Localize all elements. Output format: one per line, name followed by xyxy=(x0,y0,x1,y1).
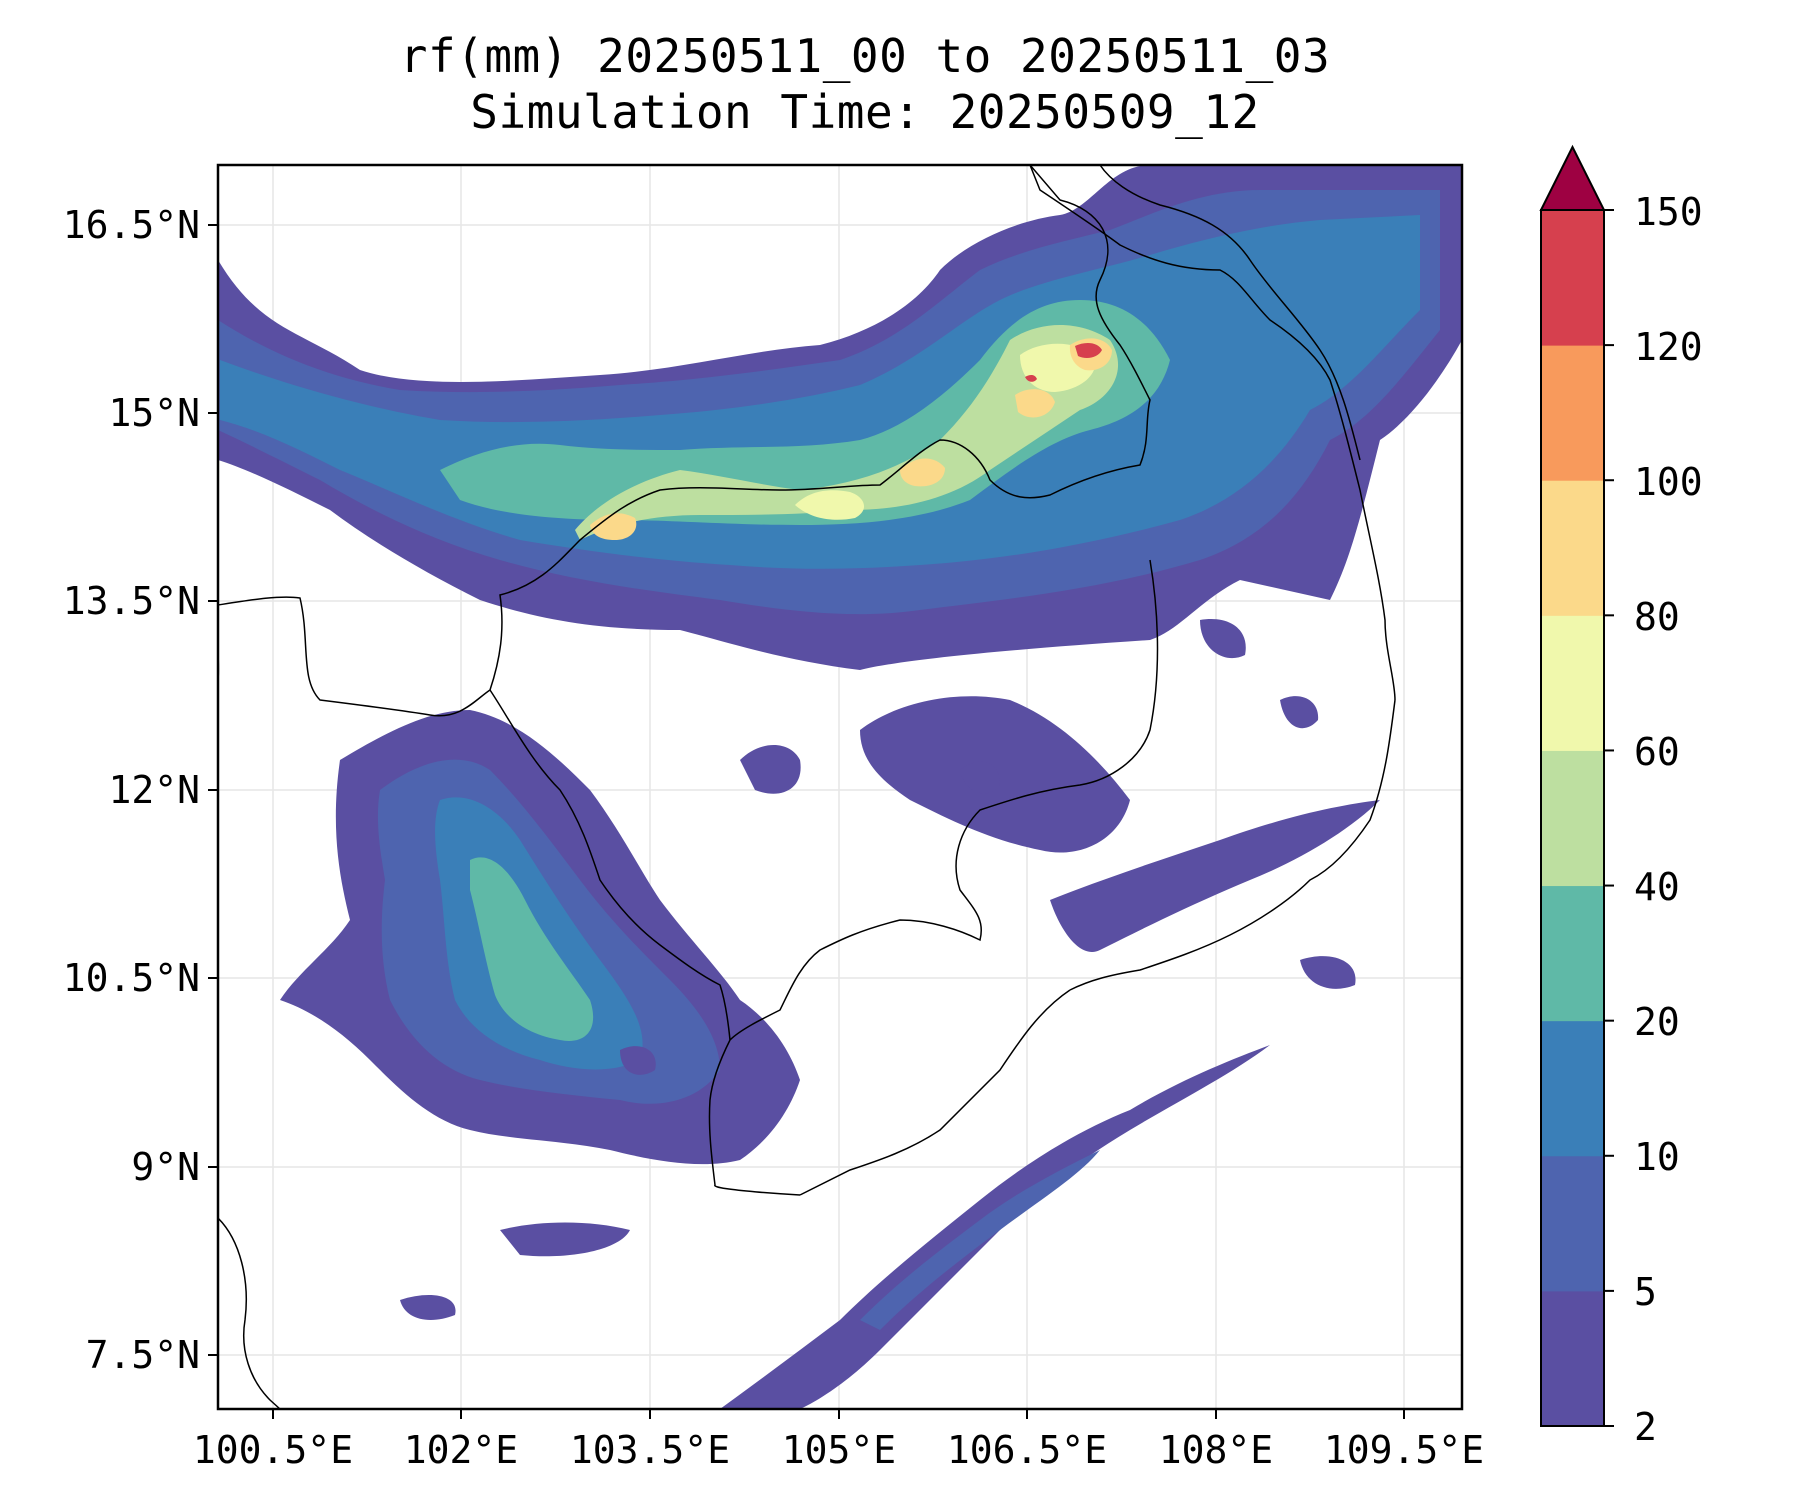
rain-level-2-5-east xyxy=(860,696,1380,952)
colorbar-segment xyxy=(1541,1290,1604,1427)
rain-level-20-40-sw xyxy=(470,857,594,1041)
colorbar-label: 60 xyxy=(1634,730,1680,774)
border-laos-vietnam xyxy=(1029,165,1396,701)
colorbar-extend-arrow xyxy=(1539,144,1606,211)
lon-tick-label: 100.5°E xyxy=(193,1428,353,1472)
coastline-cambodia xyxy=(489,689,731,1041)
colorbar-label: 150 xyxy=(1634,190,1703,234)
lon-tick-label: 106.5°E xyxy=(947,1428,1107,1472)
rain-level-60-80 xyxy=(795,343,1096,520)
colorbar-segment xyxy=(1541,1155,1604,1292)
lat-tick-label: 10.5°N xyxy=(63,956,200,1000)
colorbar-segment xyxy=(1541,1020,1604,1157)
lon-tick-label: 105°E xyxy=(782,1428,896,1472)
rain-band-southeast xyxy=(400,619,1380,1409)
coastline-malaysia xyxy=(218,1217,281,1409)
rain-level-40-60 xyxy=(575,325,1119,540)
colorbar-label: 40 xyxy=(1634,865,1680,909)
colorbar-label: 2 xyxy=(1634,1405,1657,1449)
colorbar-segment xyxy=(1541,750,1604,887)
rain-level-5-10-se xyxy=(860,1150,1100,1330)
colorbar-segment xyxy=(1541,615,1604,751)
colorbar-segment xyxy=(1541,345,1604,481)
rain-band-southwest xyxy=(280,710,800,1165)
colorbar-label: 120 xyxy=(1634,325,1703,369)
coastline-vietnam-east xyxy=(1069,699,1396,991)
colorbar-frame xyxy=(1540,209,1605,1427)
lon-tick-label: 103.5°E xyxy=(570,1428,730,1472)
colorbar-label: 20 xyxy=(1634,1000,1680,1044)
colorbar-segment xyxy=(1541,480,1604,616)
lat-tick-label: 12°N xyxy=(108,768,200,812)
coastline-gulf-thailand xyxy=(708,1039,801,1196)
axis-ticks xyxy=(208,224,1405,1419)
colorbar-segments xyxy=(1541,210,1604,1427)
colorbar-segment xyxy=(1541,885,1604,1022)
border-cambodia-vietnam xyxy=(729,559,1159,1041)
coastline-vietnam-north xyxy=(1099,165,1361,461)
lat-tick-label: 15°N xyxy=(108,391,200,435)
colorbar-labels: 2 5 10 20 40 60 80 100 120 150 xyxy=(1634,190,1703,1449)
lon-tick-label: 108°E xyxy=(1159,1428,1273,1472)
coastline-mekong-delta xyxy=(799,989,1071,1196)
longitude-labels: 100.5°E 102°E 103.5°E 105°E 106.5°E 108°… xyxy=(193,1428,1484,1472)
rain-band-northern xyxy=(218,165,1462,670)
coastlines-borders xyxy=(218,165,1396,1409)
rain-level-100-120 xyxy=(1025,342,1102,382)
title-line-1: rf(mm) 20250511_00 to 20250511_03 xyxy=(399,29,1331,83)
colorbar-label: 5 xyxy=(1634,1270,1657,1314)
lat-tick-label: 7.5°N xyxy=(86,1333,200,1377)
lon-tick-label: 102°E xyxy=(404,1428,518,1472)
colorbar-label: 80 xyxy=(1634,595,1680,639)
lon-tick-label: 109.5°E xyxy=(1324,1428,1484,1472)
rainfall-contours xyxy=(218,165,1462,1409)
colorbar-segment xyxy=(1541,210,1604,346)
colorbar-ticks xyxy=(1604,209,1614,1427)
border-thailand-cambodia xyxy=(218,165,1151,717)
lat-tick-label: 16.5°N xyxy=(63,203,200,247)
colorbar-label: 100 xyxy=(1634,460,1703,504)
title-line-2: Simulation Time: 20250509_12 xyxy=(470,85,1260,139)
colorbar-label: 10 xyxy=(1634,1135,1680,1179)
latitude-labels: 16.5°N 15°N 13.5°N 12°N 10.5°N 9°N 7.5°N xyxy=(63,203,200,1377)
lat-tick-label: 13.5°N xyxy=(63,579,200,623)
map-title: rf(mm) 20250511_00 to 20250511_03 Simula… xyxy=(0,28,1730,140)
lat-tick-label: 9°N xyxy=(131,1145,200,1189)
colorbar: 2 5 10 20 40 60 80 100 120 150 xyxy=(1539,144,1703,1449)
